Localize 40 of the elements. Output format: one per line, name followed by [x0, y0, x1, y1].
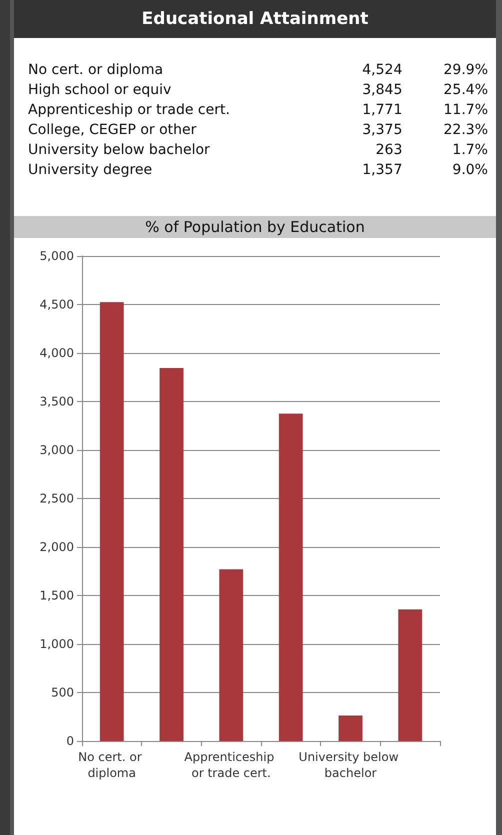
x-tick-label: No cert. or diploma — [78, 750, 146, 780]
y-tick-label: 4,500 — [40, 298, 74, 312]
y-tick-label: 1,000 — [40, 637, 74, 651]
data-label: 4,524 — [361, 61, 404, 80]
y-tick-label: 3,500 — [40, 394, 74, 408]
y-tick-label: 0 — [66, 734, 74, 748]
text: Educational Attainment — [14, 0, 496, 38]
data-label: 3,845 — [361, 81, 404, 100]
chart-title: % of Population by Education — [14, 216, 496, 238]
data-label: 1,771 — [361, 101, 404, 120]
y-tick-label: 3,000 — [40, 443, 74, 457]
data-label: 9.0% — [451, 161, 489, 180]
data-label: 29.9% — [442, 61, 489, 80]
bar — [219, 569, 244, 741]
data-label: 25.4% — [442, 81, 489, 100]
bar — [278, 414, 303, 741]
category-label: University degree — [27, 161, 154, 180]
data-label: 1,357 — [361, 161, 404, 180]
data-label: 11.7% — [442, 101, 489, 120]
category-label: College, CEGEP or other — [27, 121, 198, 140]
category-label: No cert. or diploma — [27, 61, 164, 80]
category-label: University below bachelor — [27, 141, 211, 160]
category-label: High school or equiv — [27, 81, 172, 100]
y-tick-label: 1,500 — [40, 588, 74, 602]
data-label: 1.7% — [451, 141, 489, 160]
y-tick-label: 5,000 — [40, 249, 74, 263]
data-label: 263 — [374, 141, 404, 160]
x-tick-label: University below bachelor — [298, 750, 402, 780]
data-label: 3,375 — [361, 121, 404, 140]
y-tick-label: 2,000 — [40, 540, 74, 554]
y-tick-label: 4,000 — [40, 346, 74, 360]
category-label: Apprenticeship or trade cert. — [27, 101, 231, 120]
bar — [160, 368, 184, 741]
x-tick-label: Apprenticeship or trade cert. — [184, 750, 278, 780]
y-tick-label: 500 — [51, 686, 74, 700]
bar — [398, 609, 422, 741]
bar — [338, 715, 362, 741]
y-tick-label: 2,500 — [40, 492, 74, 506]
bar — [100, 302, 124, 741]
data-label: 22.3% — [442, 121, 489, 140]
